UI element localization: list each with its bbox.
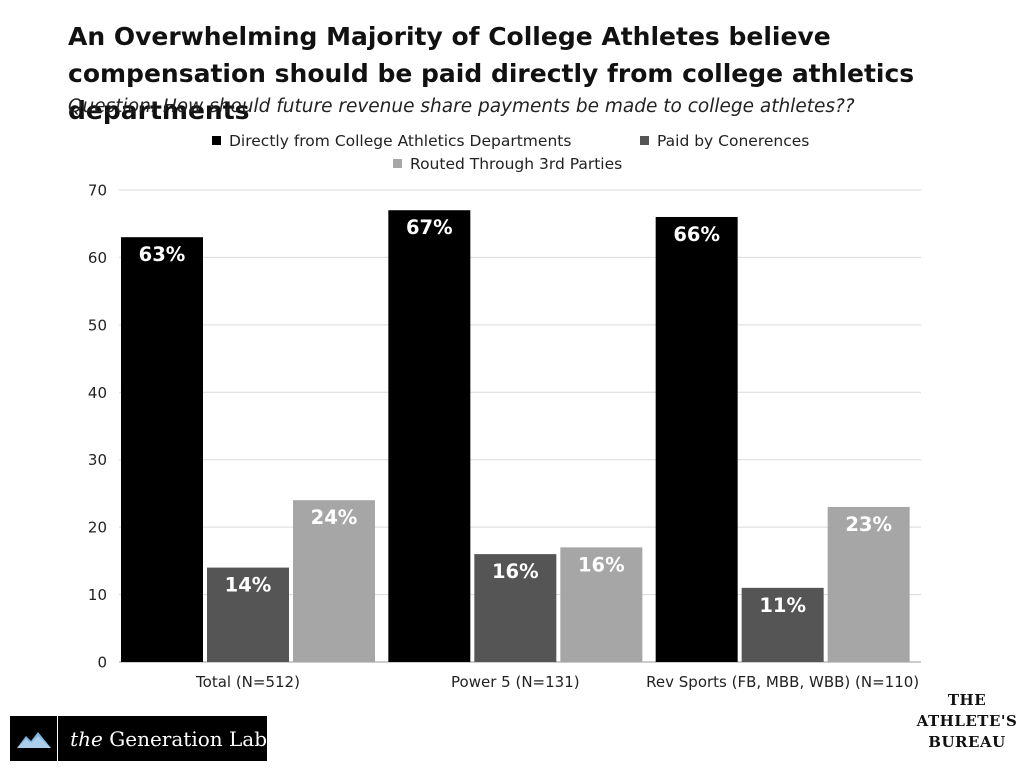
legend-label-third-parties: Routed Through 3rd Parties [410,155,623,173]
bar [741,587,824,662]
bar [827,506,910,662]
y-tick-label: 30 [88,451,107,469]
data-label: 11% [759,594,806,617]
data-label: 66% [673,223,720,246]
bar [293,500,375,662]
legend-item-directly: Directly from College Athletics Departme… [212,132,571,150]
y-tick-label: 40 [88,384,107,402]
data-label: 63% [139,243,186,266]
y-tick-label: 0 [97,654,107,672]
y-tick-label: 60 [88,249,107,267]
legend-swatch-conferences [640,136,649,145]
y-tick-label: 70 [88,182,107,200]
legend-swatch-third-parties [393,159,402,168]
data-label: 14% [225,574,272,597]
chart-title: An Overwhelming Majority of College Athl… [68,22,915,125]
athletes-bureau-line-1: THE [947,691,987,709]
x-tick-label: Power 5 (N=131) [451,673,580,691]
data-label: 16% [492,560,539,583]
x-tick-label: Total (N=512) [195,673,300,691]
data-label: 24% [311,506,358,529]
data-label: 16% [578,553,625,576]
y-tick-label: 10 [88,586,107,604]
data-label: 67% [406,216,453,239]
bar [207,567,289,662]
athletes-bureau-line-3: BUREAU [928,733,1006,751]
legend-item-third-parties: Routed Through 3rd Parties [393,155,622,173]
mountain-icon [10,716,59,761]
athletes-bureau-logo: THE ATHLETE'S BUREAU [912,690,1022,753]
generation-lab-the: the [70,726,103,751]
athletes-bureau-line-2: ATHLETE'S [916,712,1018,730]
generation-lab-wordmark: the Generation Lab [58,727,267,751]
y-tick-label: 50 [88,316,107,334]
generation-lab-logo: the Generation Lab [10,716,267,761]
chart-legend: Directly from College Athletics Departme… [0,128,1024,176]
bar [655,216,738,662]
legend-swatch-directly [212,136,221,145]
bar-chart: 0 10 20 30 40 50 60 70 63% 14% 24% Total (N=512) 67%… [88,182,921,691]
bar [560,547,643,662]
bar [474,554,557,662]
x-tick-label: Rev Sports (FB, MBB, WBB) (N=110) [646,673,919,691]
bar [121,237,203,662]
y-tick-label: 20 [88,519,107,537]
chart-subtitle: Question: How should future revenue shar… [68,96,855,117]
legend-label-conferences: Paid by Conerences [657,132,810,150]
legend-item-conferences: Paid by Conerences [640,132,809,150]
generation-lab-name: Generation Lab [109,726,267,751]
bar [388,210,471,662]
legend-label-directly: Directly from College Athletics Departme… [229,132,572,150]
data-label: 23% [845,513,892,536]
